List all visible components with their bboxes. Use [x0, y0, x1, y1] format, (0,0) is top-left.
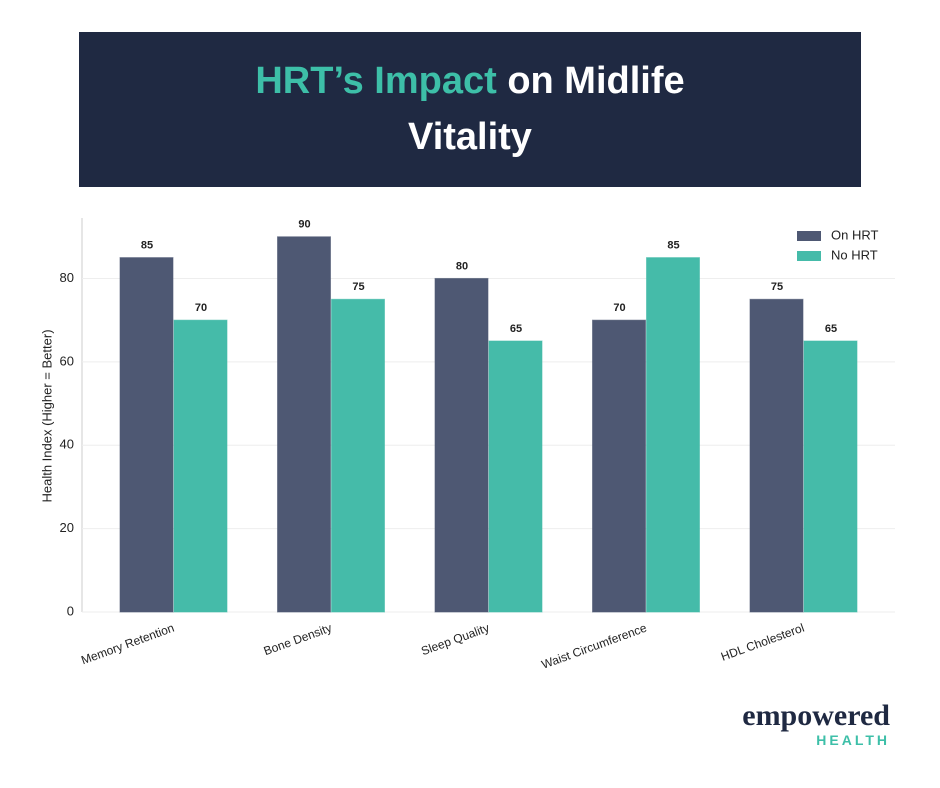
- y-tick-label: 0: [67, 603, 74, 618]
- y-axis-label: Health Index (Higher = Better): [39, 329, 54, 502]
- legend-label: No HRT: [831, 247, 878, 262]
- brand-name: empowered: [742, 699, 890, 732]
- legend-swatch: [797, 251, 821, 261]
- value-label: 70: [613, 302, 625, 314]
- bar: [592, 319, 646, 613]
- bar: [488, 340, 543, 613]
- x-tick-label: Bone Density: [262, 621, 334, 659]
- title-banner: HRT’s Impact on Midlife Vitality: [79, 32, 861, 187]
- value-label: 70: [195, 302, 207, 314]
- brand-tagline: HEALTH: [816, 732, 890, 748]
- bar: [749, 298, 804, 613]
- x-tick-label: Sleep Quality: [419, 621, 491, 659]
- x-tick-label: Waist Circumference: [540, 621, 649, 672]
- bar: [173, 319, 228, 613]
- value-label: 90: [298, 219, 310, 231]
- y-tick-label: 20: [60, 520, 74, 535]
- bar: [434, 277, 489, 613]
- bar: [119, 257, 174, 613]
- x-tick-label: HDL Cholesterol: [719, 621, 806, 664]
- value-label: 80: [456, 260, 468, 272]
- y-tick-label: 80: [60, 270, 74, 285]
- value-label: 75: [352, 281, 364, 293]
- value-label: 85: [667, 240, 679, 252]
- y-tick-label: 60: [60, 353, 74, 368]
- brand-logo: empowered HEALTH: [742, 699, 890, 749]
- value-label: 85: [141, 240, 153, 252]
- title-rest: on Midlife Vitality: [408, 60, 685, 158]
- bar: [277, 236, 331, 613]
- value-label: 75: [771, 281, 783, 293]
- legend-label: On HRT: [831, 227, 878, 242]
- value-label: 65: [510, 323, 522, 335]
- chart: Health Index (Higher = Better) 0 20 40 60 80…: [39, 218, 895, 672]
- x-tick-label: Memory Retention: [79, 621, 176, 668]
- legend-swatch: [797, 231, 821, 241]
- title-highlight: HRT’s Impact: [255, 60, 497, 102]
- value-label: 65: [825, 323, 837, 335]
- y-tick-label: 40: [60, 437, 74, 452]
- bar: [803, 340, 858, 613]
- bar: [646, 257, 700, 613]
- bar: [331, 298, 385, 613]
